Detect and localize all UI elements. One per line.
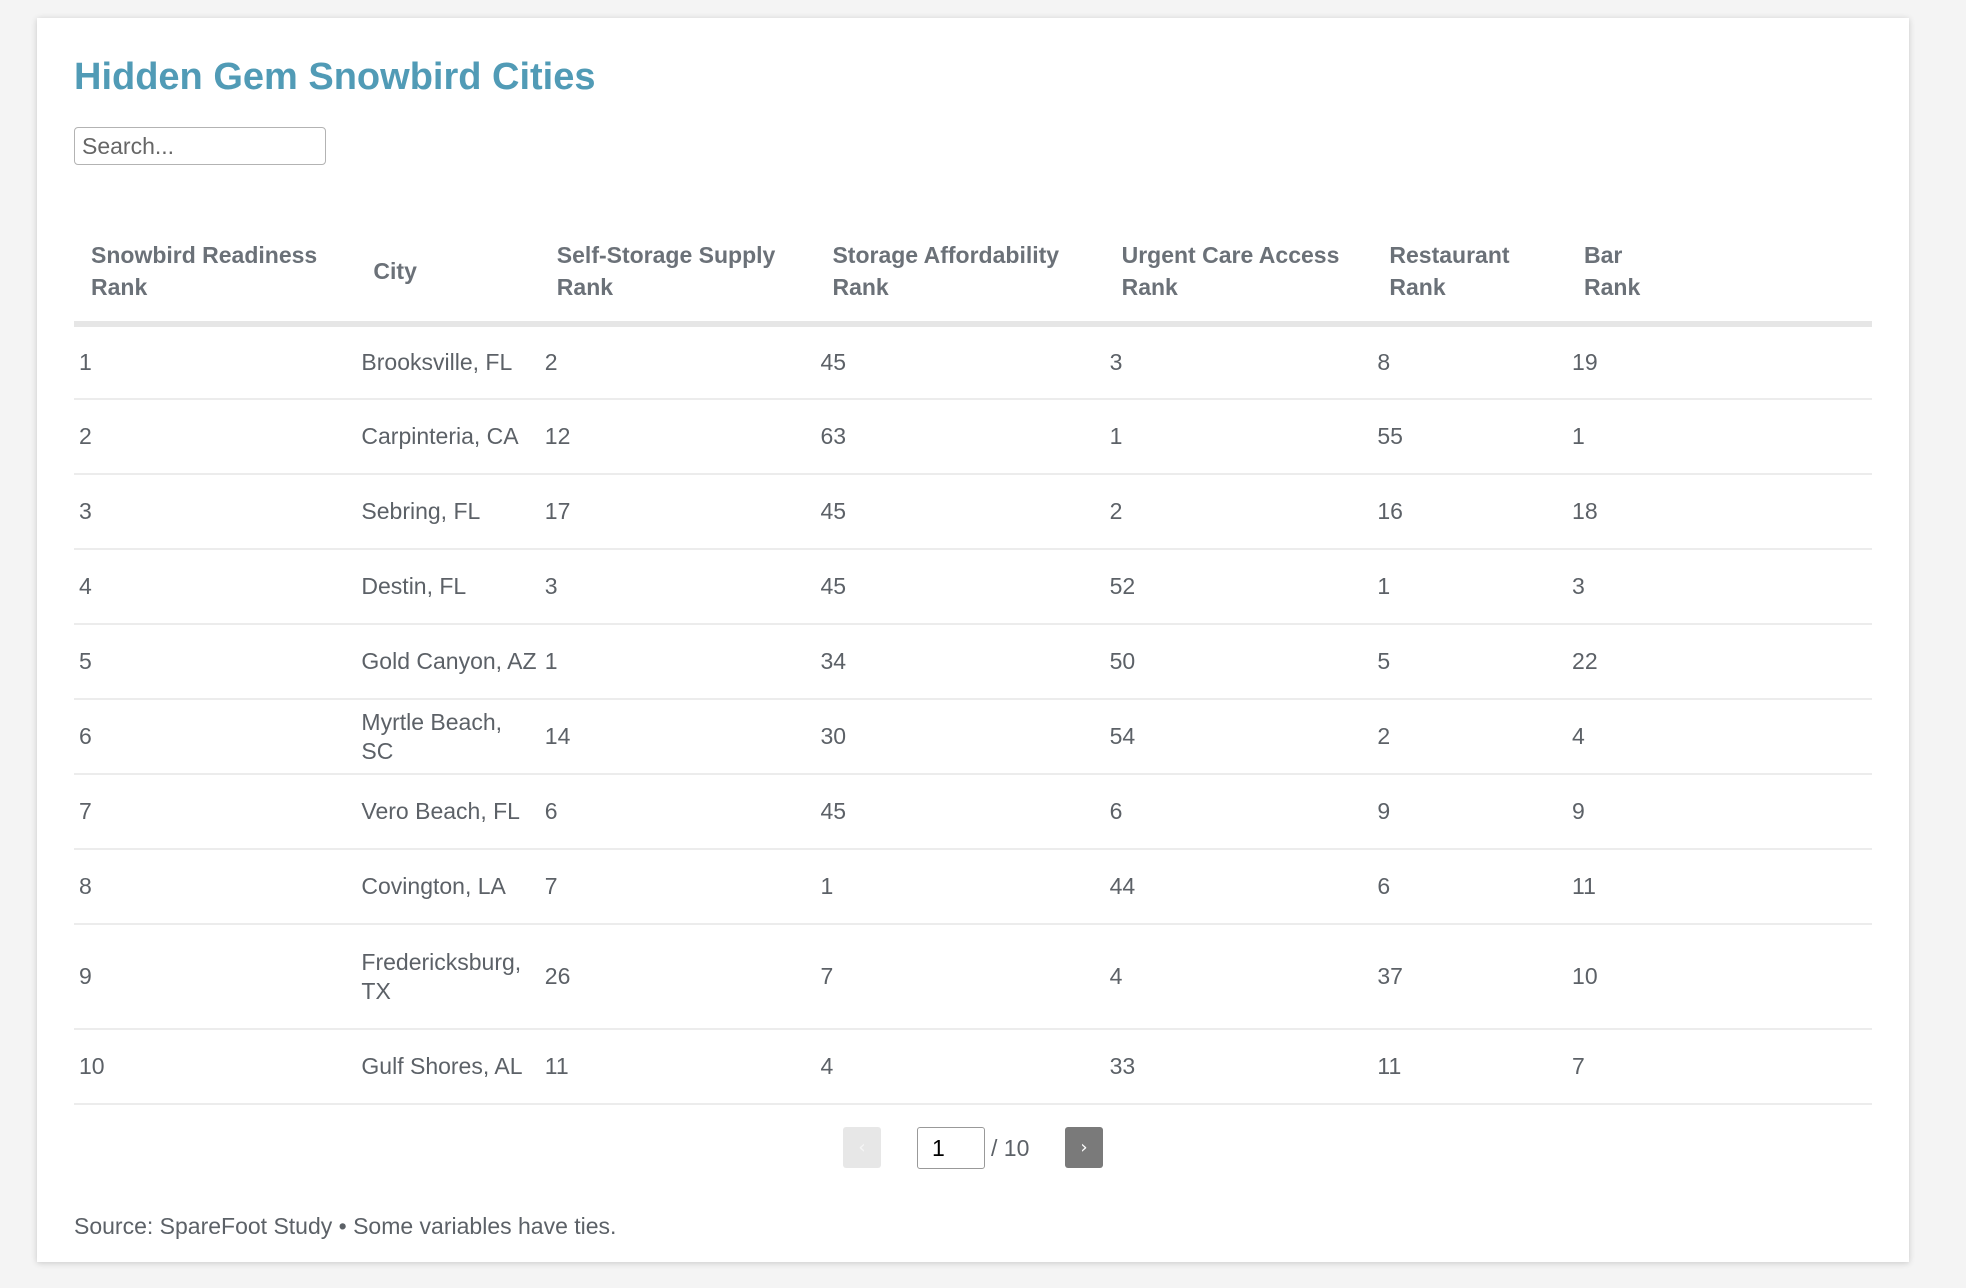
- cell-urgent-care-access-rank: 2: [1104, 474, 1373, 550]
- table-card: Hidden Gem Snowbird Cities Snowbird Read…: [37, 18, 1909, 1262]
- cell-restaurant-rank: 55: [1372, 399, 1568, 475]
- cell-urgent-care-access-rank: 33: [1104, 1029, 1373, 1105]
- cell-restaurant-rank: 8: [1372, 324, 1568, 400]
- cell-bar-rank: 1: [1567, 399, 1872, 475]
- cell-city: Gulf Shores, AL: [356, 1029, 540, 1105]
- cell-city: Gold Canyon, AZ: [356, 624, 540, 700]
- column-header-storage-affordability-rank[interactable]: Storage Affordability Rank: [815, 221, 1105, 327]
- table-row: 1 Brooksville, FL 2 45 3 8 19: [74, 324, 1872, 400]
- cell-city: Fredericksburg, TX: [356, 924, 540, 1030]
- cell-self-storage-supply-rank: 26: [539, 924, 816, 1030]
- cell-self-storage-supply-rank: 2: [539, 324, 816, 400]
- table-row: 9 Fredericksburg, TX 26 7 4 37 10: [74, 924, 1872, 1030]
- cell-city: Myrtle Beach, SC: [356, 699, 540, 775]
- column-header-bar-rank[interactable]: Bar Rank: [1567, 221, 1872, 327]
- cell-bar-rank: 11: [1567, 849, 1872, 925]
- cell-storage-affordability-rank: 45: [815, 474, 1105, 550]
- cell-snowbird-readiness-rank: 10: [74, 1029, 357, 1105]
- cell-urgent-care-access-rank: 52: [1104, 549, 1373, 625]
- cell-bar-rank: 3: [1567, 549, 1872, 625]
- cell-storage-affordability-rank: 45: [815, 774, 1105, 850]
- prev-page-button[interactable]: ‹: [843, 1127, 881, 1168]
- cell-restaurant-rank: 1: [1372, 549, 1568, 625]
- cell-snowbird-readiness-rank: 2: [74, 399, 357, 475]
- page-number-input[interactable]: [917, 1127, 985, 1169]
- cell-urgent-care-access-rank: 50: [1104, 624, 1373, 700]
- cell-self-storage-supply-rank: 1: [539, 624, 816, 700]
- cell-city: Destin, FL: [356, 549, 540, 625]
- cell-city: Vero Beach, FL: [356, 774, 540, 850]
- column-header-urgent-care-access-rank[interactable]: Urgent Care Access Rank: [1104, 221, 1373, 327]
- cell-urgent-care-access-rank: 44: [1104, 849, 1373, 925]
- cell-urgent-care-access-rank: 1: [1104, 399, 1373, 475]
- cell-urgent-care-access-rank: 4: [1104, 924, 1373, 1030]
- cell-storage-affordability-rank: 63: [815, 399, 1105, 475]
- cell-restaurant-rank: 2: [1372, 699, 1568, 775]
- cell-snowbird-readiness-rank: 3: [74, 474, 357, 550]
- cell-restaurant-rank: 6: [1372, 849, 1568, 925]
- table-row: 7 Vero Beach, FL 6 45 6 9 9: [74, 774, 1872, 850]
- cell-self-storage-supply-rank: 12: [539, 399, 816, 475]
- cell-city: Carpinteria, CA: [356, 399, 540, 475]
- cell-bar-rank: 9: [1567, 774, 1872, 850]
- table-row: 2 Carpinteria, CA 12 63 1 55 1: [74, 399, 1872, 475]
- cell-storage-affordability-rank: 34: [815, 624, 1105, 700]
- cell-self-storage-supply-rank: 11: [539, 1029, 816, 1105]
- cell-snowbird-readiness-rank: 6: [74, 699, 357, 775]
- column-header-snowbird-readiness-rank[interactable]: Snowbird Readiness Rank: [74, 221, 357, 327]
- cell-self-storage-supply-rank: 7: [539, 849, 816, 925]
- cell-urgent-care-access-rank: 6: [1104, 774, 1373, 850]
- table-row: 3 Sebring, FL 17 45 2 16 18: [74, 474, 1872, 550]
- cell-bar-rank: 19: [1567, 324, 1872, 400]
- cell-urgent-care-access-rank: 3: [1104, 324, 1373, 400]
- column-header-city[interactable]: City: [356, 221, 540, 327]
- cell-bar-rank: 7: [1567, 1029, 1872, 1105]
- cell-storage-affordability-rank: 4: [815, 1029, 1105, 1105]
- cell-storage-affordability-rank: 30: [815, 699, 1105, 775]
- next-page-button[interactable]: ›: [1065, 1127, 1103, 1168]
- table-row: 8 Covington, LA 7 1 44 6 11: [74, 849, 1872, 925]
- cell-restaurant-rank: 37: [1372, 924, 1568, 1030]
- cell-restaurant-rank: 5: [1372, 624, 1568, 700]
- cell-snowbird-readiness-rank: 7: [74, 774, 357, 850]
- cell-snowbird-readiness-rank: 5: [74, 624, 357, 700]
- cell-bar-rank: 10: [1567, 924, 1872, 1030]
- cell-city: Sebring, FL: [356, 474, 540, 550]
- cell-snowbird-readiness-rank: 9: [74, 924, 357, 1030]
- column-header-restaurant-rank[interactable]: Restaurant Rank: [1372, 221, 1568, 327]
- cell-self-storage-supply-rank: 3: [539, 549, 816, 625]
- cell-bar-rank: 18: [1567, 474, 1872, 550]
- cell-storage-affordability-rank: 45: [815, 324, 1105, 400]
- source-note: Source: SpareFoot Study • Some variables…: [74, 1213, 617, 1239]
- cell-restaurant-rank: 11: [1372, 1029, 1568, 1105]
- data-table: Snowbird Readiness Rank City Self-Storag…: [74, 221, 1872, 1105]
- cell-bar-rank: 22: [1567, 624, 1872, 700]
- table-header-row: Snowbird Readiness Rank City Self-Storag…: [74, 221, 1872, 327]
- cell-self-storage-supply-rank: 6: [539, 774, 816, 850]
- cell-storage-affordability-rank: 45: [815, 549, 1105, 625]
- cell-snowbird-readiness-rank: 4: [74, 549, 357, 625]
- table-row: 6 Myrtle Beach, SC 14 30 54 2 4: [74, 699, 1872, 775]
- cell-storage-affordability-rank: 1: [815, 849, 1105, 925]
- cell-snowbird-readiness-rank: 8: [74, 849, 357, 925]
- pagination: ‹ / 10 ›: [37, 1127, 1909, 1169]
- cell-self-storage-supply-rank: 14: [539, 699, 816, 775]
- cell-city: Covington, LA: [356, 849, 540, 925]
- table-row: 10 Gulf Shores, AL 11 4 33 11 7: [74, 1029, 1872, 1105]
- cell-restaurant-rank: 16: [1372, 474, 1568, 550]
- cell-urgent-care-access-rank: 54: [1104, 699, 1373, 775]
- search-input[interactable]: [74, 127, 326, 165]
- cell-bar-rank: 4: [1567, 699, 1872, 775]
- cell-snowbird-readiness-rank: 1: [74, 324, 357, 400]
- column-header-self-storage-supply-rank[interactable]: Self-Storage Supply Rank: [539, 221, 816, 327]
- cell-restaurant-rank: 9: [1372, 774, 1568, 850]
- cell-self-storage-supply-rank: 17: [539, 474, 816, 550]
- page-total: / 10: [991, 1135, 1030, 1161]
- cell-city: Brooksville, FL: [356, 324, 540, 400]
- table-row: 5 Gold Canyon, AZ 1 34 50 5 22: [74, 624, 1872, 700]
- table-row: 4 Destin, FL 3 45 52 1 3: [74, 549, 1872, 625]
- page-title: Hidden Gem Snowbird Cities: [74, 56, 596, 98]
- cell-storage-affordability-rank: 7: [815, 924, 1105, 1030]
